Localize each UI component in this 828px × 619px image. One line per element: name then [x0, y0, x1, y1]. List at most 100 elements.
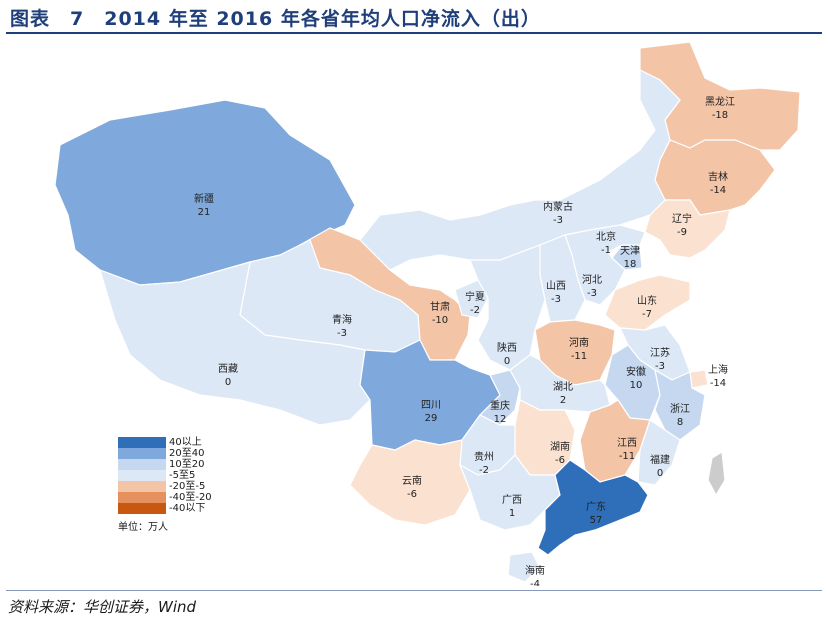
legend-label: -20至-5: [169, 481, 206, 492]
province-name: 西藏: [218, 363, 238, 375]
province-name: 青海: [332, 313, 352, 326]
province-value: 2: [560, 395, 566, 406]
province-value: -9: [677, 227, 687, 238]
province-name: 江苏: [650, 346, 670, 359]
province-name: 安徽: [626, 365, 646, 378]
legend-label: 10至20: [169, 459, 205, 470]
province-value: 8: [677, 417, 683, 428]
province-shape: [604, 274, 691, 331]
province-value: -2: [479, 465, 489, 476]
province-value: -14: [710, 185, 726, 196]
province-name: 河北: [582, 274, 602, 286]
legend-item: -20至-5: [118, 481, 212, 492]
legend-label: -40以下: [169, 503, 206, 514]
province-value: -1: [601, 245, 611, 256]
province-name: 海南: [525, 564, 545, 577]
province-value: 29: [425, 413, 438, 424]
province-shape: [454, 279, 489, 319]
province-value: -6: [407, 489, 417, 500]
province-name: 上海: [708, 363, 728, 376]
legend-item: -40至-20: [118, 492, 212, 503]
province-name: 内蒙古: [543, 200, 573, 213]
province-value: 0: [504, 356, 510, 367]
province-value: 18: [624, 259, 637, 270]
province-shape: [637, 419, 681, 486]
province-value: -10: [432, 315, 448, 326]
province-value: 1: [509, 508, 515, 519]
taiwan-shape: [707, 451, 726, 497]
province-value: -4: [530, 579, 540, 586]
legend-item: 20至40: [118, 448, 212, 459]
province-name: 宁夏: [465, 290, 485, 303]
province-name: 山东: [637, 294, 657, 307]
legend-swatch: [118, 470, 166, 481]
province-name: 广东: [586, 500, 606, 513]
province-name: 黑龙江: [705, 95, 735, 108]
title-bar: 图表 7 2014 年至 2016 年各省年均人口净流入（出）: [6, 2, 822, 34]
province-value: -3: [553, 215, 563, 226]
province-value: -6: [555, 455, 565, 466]
province-name: 新疆: [194, 192, 214, 205]
province-name: 甘肃: [430, 300, 450, 313]
province-name: 福建: [650, 453, 670, 466]
province-name: 重庆: [490, 399, 510, 412]
province-shape: [604, 344, 661, 421]
province-name: 云南: [402, 474, 422, 487]
province-shape: [507, 551, 541, 583]
legend-swatch: [118, 503, 166, 514]
province-name: 河南: [569, 336, 589, 349]
province-name: 四川: [421, 400, 441, 411]
legend-swatch: [118, 437, 166, 448]
legend-swatch: [118, 448, 166, 459]
province-name: 湖北: [553, 381, 573, 393]
province-name: 江西: [617, 437, 637, 449]
source-note: 资料来源：华创证券，Wind: [8, 598, 197, 616]
province-value: -11: [619, 451, 635, 462]
province-value: 57: [590, 515, 603, 526]
province-name: 广西: [502, 494, 522, 506]
province-name: 山西: [546, 280, 566, 292]
province-value: -18: [712, 110, 728, 121]
legend-label: -5至5: [169, 470, 196, 481]
province-value: -7: [642, 309, 652, 320]
province-value: -3: [587, 288, 597, 299]
province-value: 10: [630, 380, 643, 391]
province-name: 浙江: [670, 403, 690, 415]
province-value: 12: [494, 414, 507, 425]
legend-item: 10至20: [118, 459, 212, 470]
province-value: -3: [551, 294, 561, 305]
province-name: 北京: [596, 230, 616, 243]
province-name: 贵州: [474, 450, 494, 463]
province-shape: [689, 369, 709, 389]
province-value: 21: [198, 207, 211, 218]
legend-item: 40以上: [118, 437, 212, 448]
legend-unit: 单位：万人: [118, 522, 168, 533]
legend-label: 20至40: [169, 448, 205, 459]
province-name: 天津: [620, 245, 640, 257]
legend-swatch: [118, 481, 166, 492]
legend-swatch: [118, 492, 166, 503]
province-name: 吉林: [708, 170, 728, 183]
province-shape: [349, 439, 471, 526]
province-value: 0: [225, 377, 231, 388]
province-value: -3: [655, 361, 665, 372]
figure-title: 图表 7 2014 年至 2016 年各省年均人口净流入（出）: [10, 8, 541, 30]
legend-item: -5至5: [118, 470, 212, 481]
legend-label: -40至-20: [169, 492, 212, 503]
province-value: -11: [571, 351, 587, 362]
province-shape: [644, 199, 731, 259]
province-name: 陕西: [497, 341, 517, 354]
province-value: 0: [657, 468, 663, 479]
legend-label: 40以上: [169, 437, 202, 448]
province-name: 湖南: [550, 440, 570, 453]
province-shape: [537, 459, 649, 556]
province-value: -3: [337, 328, 347, 339]
map-legend: 40以上 20至40 10至20 -5至5 -20至-5 -40至-20 -40以下 单位：…: [118, 437, 212, 533]
province-name: 辽宁: [672, 212, 692, 225]
legend-item: -40以下: [118, 503, 212, 514]
source-divider: [6, 590, 822, 591]
province-value: -2: [470, 305, 480, 316]
province-value: -14: [710, 378, 726, 389]
legend-swatch: [118, 459, 166, 470]
